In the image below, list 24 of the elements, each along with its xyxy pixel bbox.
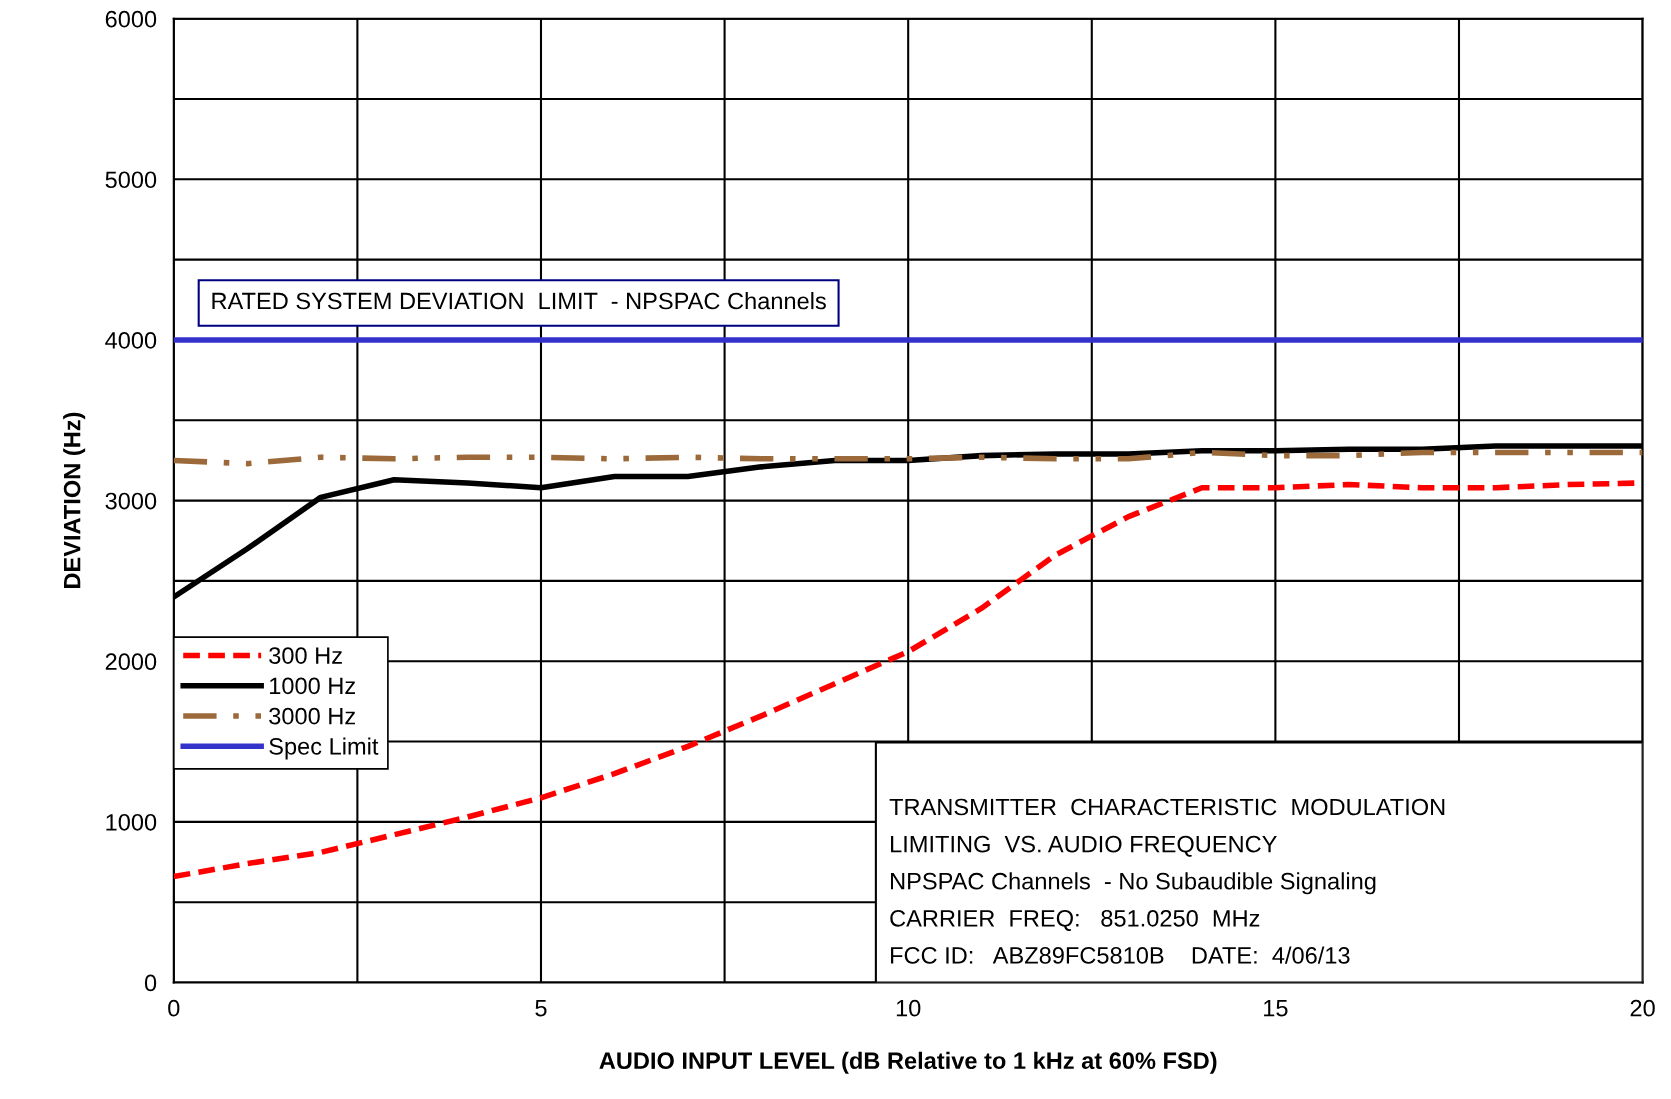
x-tick-label: 20 <box>1630 999 1655 1017</box>
annotation: RATED SYSTEM DEVIATION LIMIT - NPSPAC Channels <box>212 292 826 310</box>
y-axis-title: DEVIATION (Hz) <box>63 412 86 588</box>
y-tick-label: 2000 <box>105 653 157 671</box>
x-axis-title: AUDIO INPUT LEVEL (dB Relative to 1 kHz at 60% FSD) <box>599 1051 1217 1074</box>
x-tick-label: 0 <box>168 999 180 1017</box>
annotation: TRANSMITTER CHARACTERISTIC MODULATION <box>889 798 1445 816</box>
y-tick-label: 6000 <box>105 10 157 28</box>
legend-label: 300 Hz <box>269 647 342 664</box>
legend-label: Spec Limit <box>269 737 379 760</box>
legend-label: 3000 Hz <box>269 707 355 725</box>
y-tick-label: 4000 <box>105 332 157 349</box>
y-tick-label: 0 <box>144 974 157 992</box>
y-tick-label: 3000 <box>105 492 157 510</box>
y-tick-label: 5000 <box>105 171 157 189</box>
annotation: NPSPAC Channels - No Subaudible Signaling <box>891 872 1376 895</box>
annotation: LIMITING VS. AUDIO FREQUENCY <box>891 835 1277 857</box>
y-tick-label: 1000 <box>106 813 157 831</box>
annotation: FCC ID: ABZ89FC5810B DATE: 4/06/13 <box>891 946 1350 964</box>
legend-label: 1000 Hz <box>270 677 355 695</box>
x-tick-label: 10 <box>896 999 921 1017</box>
x-tick-label: 15 <box>1264 1000 1288 1017</box>
x-tick-label: 5 <box>535 1000 547 1017</box>
annotation: CARRIER FREQ: 851.0250 MHz <box>890 909 1260 931</box>
